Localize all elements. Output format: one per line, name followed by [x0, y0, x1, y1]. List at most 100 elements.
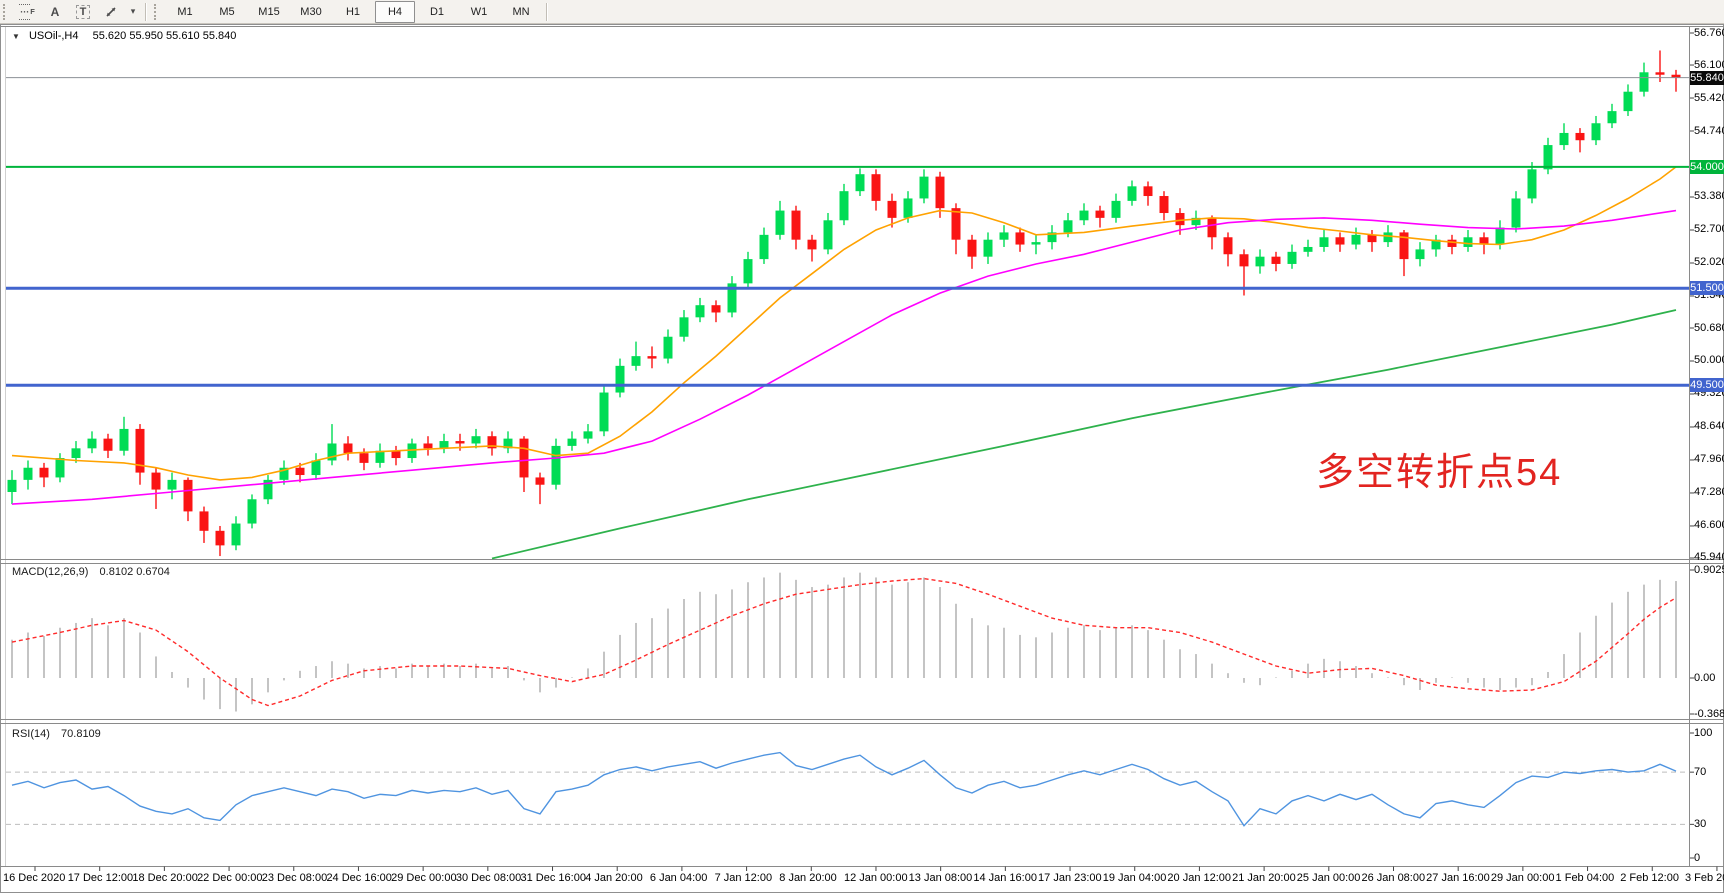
candle-body-up — [615, 365, 625, 393]
timeframe-button-h1[interactable]: H1 — [345, 5, 361, 18]
candle-body-down — [647, 356, 657, 359]
candle-body-down — [1015, 232, 1025, 245]
bid-price-badge: 55.840 — [1690, 70, 1724, 85]
time-axis-label: 31 Dec 16:00 — [520, 872, 586, 884]
candle-body-down — [1143, 186, 1153, 197]
candle-body-up — [1191, 217, 1201, 226]
candle-body-down — [1655, 72, 1665, 75]
candle-body-up — [231, 523, 241, 546]
time-axis-label: 25 Jan 00:00 — [1296, 872, 1361, 884]
candle-body-up — [855, 174, 865, 192]
candle-body-down — [967, 239, 977, 257]
candle-body-up — [999, 232, 1009, 240]
time-axis-label: 17 Dec 12:00 — [67, 872, 134, 884]
candle-body-up — [71, 448, 81, 459]
time-axis-label: 1 Feb 04:00 — [1555, 872, 1615, 884]
collapse-arrow-icon[interactable]: ▼ — [12, 32, 20, 41]
candle-body-down — [1575, 132, 1585, 141]
candle-body-up — [583, 431, 593, 439]
time-axis-label: 20 Jan 12:00 — [1167, 872, 1232, 884]
time-axis-label: 26 Jan 08:00 — [1361, 872, 1426, 884]
time-axis-label: 29 Jan 00:00 — [1490, 872, 1555, 884]
candle-body-down — [951, 208, 961, 240]
time-axis-label: 29 Dec 00:00 — [391, 872, 457, 884]
candle-body-down — [1159, 196, 1169, 214]
timeframe-button-m15[interactable]: M15 — [258, 5, 280, 18]
rsi-indicator-label: RSI(14) 70.8109 — [12, 728, 101, 740]
candle-body-down — [1367, 234, 1377, 243]
candle-body-down — [1447, 239, 1457, 247]
timeframes-drag-handle[interactable] — [154, 3, 160, 20]
text-label-tool-icon[interactable]: A — [50, 4, 60, 19]
timeframe-button-m1[interactable]: M1 — [177, 5, 193, 18]
candle-body-up — [695, 305, 705, 318]
candle-body-down — [343, 443, 353, 454]
candle-body-up — [919, 176, 929, 199]
rsi-scale-70: 70 — [1694, 765, 1707, 778]
candle-body-up — [263, 479, 273, 500]
fibonacci-tool-icon[interactable]: ··· F — [14, 1, 40, 23]
price-tick-label: 55.420 — [1694, 91, 1724, 104]
candle-body-up — [1351, 234, 1361, 245]
candle-body-down — [519, 438, 529, 478]
timeframe-button-mn[interactable]: MN — [512, 5, 530, 18]
timeframe-button-m30[interactable]: M30 — [300, 5, 322, 18]
price-tick-label: 50.680 — [1694, 321, 1724, 334]
candle-body-up — [663, 336, 673, 359]
timeframe-button-w1[interactable]: W1 — [470, 5, 488, 18]
candle-body-up — [839, 191, 849, 221]
candle-body-up — [1255, 256, 1265, 267]
chart-window[interactable] — [0, 24, 1724, 893]
rsi-name: RSI(14) — [12, 728, 50, 740]
price-tick-label: 54.740 — [1694, 124, 1724, 137]
ma-fast-orange-line — [11, 166, 1677, 481]
candle-body-up — [1527, 169, 1537, 199]
candle-body-up — [1287, 251, 1297, 264]
timeframe-button-m5[interactable]: M5 — [219, 5, 235, 18]
price-tick-label: 48.640 — [1694, 420, 1724, 433]
time-axis-label: 2 Feb 12:00 — [1620, 872, 1679, 884]
candle-body-up — [167, 479, 177, 490]
candle-body-up — [23, 467, 33, 480]
timeframe-button-h4[interactable]: H4 — [375, 0, 415, 23]
time-axis-label: 8 Jan 20:00 — [779, 872, 837, 884]
time-axis-label: 4 Jan 20:00 — [585, 872, 643, 884]
macd-name: MACD(12,26,9) — [12, 566, 89, 578]
cursor-arrows-tool-icon[interactable] — [98, 1, 124, 23]
time-axis-label: 14 Jan 16:00 — [973, 872, 1037, 884]
candle-body-up — [311, 460, 321, 476]
candle-body-up — [983, 239, 993, 257]
time-axis-label: 24 Dec 16:00 — [326, 872, 392, 884]
candle-body-up — [1639, 72, 1649, 92]
ohlc-values: 55.620 55.950 55.610 55.840 — [92, 30, 237, 42]
candle-body-up — [1495, 227, 1505, 245]
time-axis-label: 19 Jan 04:00 — [1102, 872, 1167, 884]
time-axis-label: 21 Jan 20:00 — [1232, 872, 1296, 884]
candle-body-down — [1335, 237, 1345, 245]
ma-slow-green-line — [491, 309, 1677, 560]
candle-body-down — [1271, 256, 1281, 264]
candle-body-up — [1607, 111, 1617, 124]
candle-body-down — [199, 511, 209, 531]
candle-body-up — [471, 436, 481, 444]
candle-body-up — [1303, 246, 1313, 252]
candle-body-up — [743, 259, 753, 284]
tools-dropdown-caret[interactable]: ▾ — [130, 6, 136, 16]
candle-body-up — [775, 210, 785, 235]
time-axis-label: 30 Dec 08:00 — [455, 872, 522, 884]
candle-body-down — [711, 305, 721, 313]
candle-body-up — [1127, 186, 1137, 201]
timeframe-button-d1[interactable]: D1 — [429, 5, 445, 18]
toolbar-drag-handle[interactable] — [3, 3, 9, 20]
chart-canvas[interactable] — [0, 24, 1724, 893]
candle-body-up — [1511, 198, 1521, 228]
candle-body-up — [1383, 232, 1393, 243]
candle-body-up — [599, 392, 609, 432]
price-tick-label: 52.700 — [1694, 223, 1724, 236]
candle-body-down — [295, 467, 305, 476]
candle-body-down — [1095, 210, 1105, 218]
candle-body-up — [375, 450, 385, 463]
time-axis-label: 18 Dec 20:00 — [132, 872, 198, 884]
text-box-tool-icon[interactable]: T — [70, 1, 96, 23]
candle-body-down — [359, 453, 369, 463]
